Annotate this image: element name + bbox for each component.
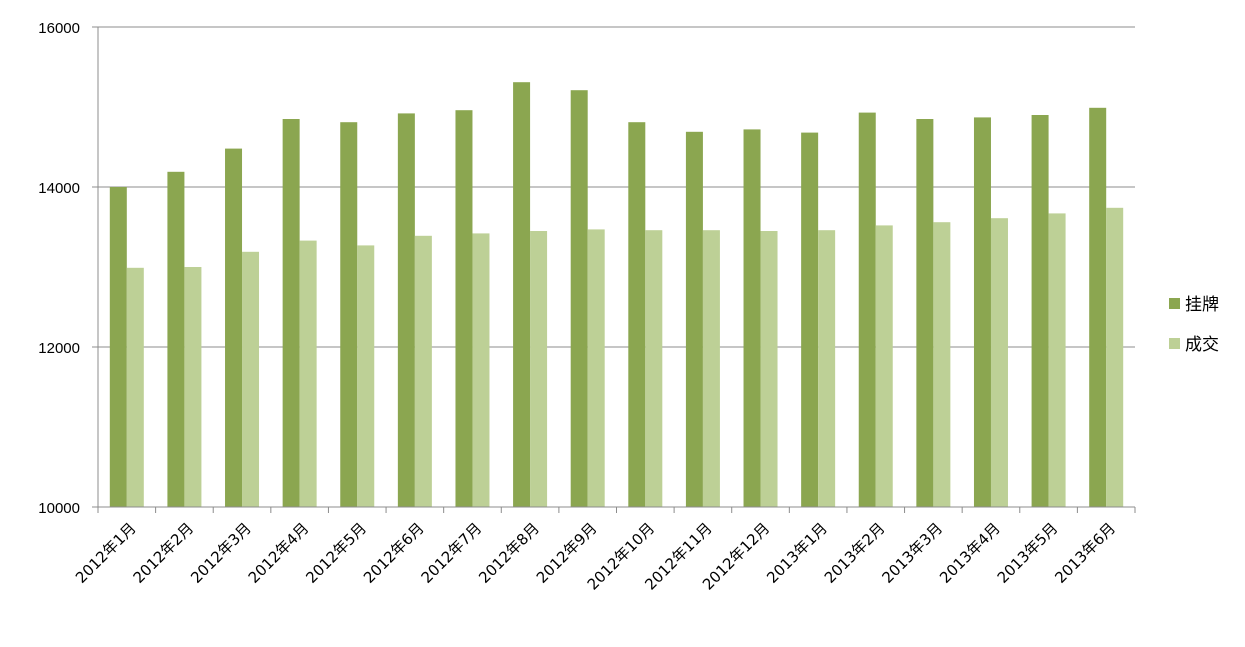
bar-listing <box>340 122 358 507</box>
x-tick-label: 2013年2月 <box>821 519 889 587</box>
bar-listing <box>1089 107 1107 508</box>
bar-listing <box>1031 115 1049 507</box>
x-tick-labels: 2012年1月2012年2月2012年3月2012年4月2012年5月2012年… <box>72 519 1119 593</box>
bar-deal <box>530 231 548 507</box>
bar-deal <box>645 230 663 507</box>
bar-deal <box>760 231 778 507</box>
bar-listing <box>628 122 646 507</box>
x-tick-label: 2012年3月 <box>187 519 255 587</box>
bar-listing <box>282 119 300 507</box>
bar-deal <box>242 251 260 507</box>
x-tick-label: 2013年6月 <box>1051 519 1119 587</box>
x-tick-label: 2013年5月 <box>994 519 1062 587</box>
bar-deal <box>702 230 720 507</box>
x-tick-label: 2012年1月 <box>72 519 140 587</box>
bar-listing <box>743 129 761 507</box>
bar-deal <box>299 240 317 507</box>
x-tick-label: 2012年2月 <box>130 519 198 587</box>
bar-listing <box>858 112 876 507</box>
bar-listing <box>397 113 415 508</box>
x-tick-label: 2012年4月 <box>245 519 313 587</box>
bars <box>109 82 1124 508</box>
x-tick-label: 2013年3月 <box>879 519 947 587</box>
bar-listing <box>225 148 243 507</box>
bar-listing <box>801 132 819 507</box>
y-tick-label: 14000 <box>38 180 80 197</box>
axes <box>92 26 1136 513</box>
legend-label: 挂牌 <box>1185 295 1219 315</box>
y-tick-label: 10000 <box>38 500 80 517</box>
x-tick-label: 2013年4月 <box>936 519 1004 587</box>
y-tick-label: 16000 <box>38 20 80 37</box>
bar-deal <box>414 235 432 508</box>
x-tick-label: 2012年7月 <box>418 519 486 587</box>
bar-listing <box>916 119 934 507</box>
bar-listing <box>513 82 531 507</box>
y-tick-labels: 10000 12000 14000 16000 <box>38 20 80 517</box>
x-tick-label: 2012年8月 <box>475 519 543 587</box>
bar-deal <box>818 230 836 507</box>
y-tick-label: 12000 <box>38 340 80 357</box>
bar-deal <box>357 245 375 507</box>
x-tick-label: 2012年5月 <box>302 519 370 587</box>
bar-deal <box>1048 213 1066 507</box>
x-tick-label: 2012年6月 <box>360 519 428 587</box>
bar-deal <box>472 233 490 507</box>
grid-lines <box>98 26 1135 348</box>
bar-listing <box>685 131 703 508</box>
legend-swatch <box>1169 338 1180 349</box>
bar-listing <box>973 117 991 508</box>
bar-deal <box>126 267 144 507</box>
bar-listing <box>455 110 473 507</box>
bar-deal <box>587 229 605 507</box>
bar-deal <box>933 222 951 507</box>
bar-listing <box>570 90 588 507</box>
bar-deal <box>990 218 1008 507</box>
bar-listing <box>109 187 127 507</box>
bar-listing <box>167 171 185 508</box>
bar-deal <box>184 267 202 507</box>
bar-deal <box>875 225 893 507</box>
legend-swatch <box>1169 298 1180 309</box>
bar-deal <box>1106 207 1124 508</box>
x-tick-label: 2013年1月 <box>763 519 831 587</box>
legend-label: 成交 <box>1185 335 1219 355</box>
